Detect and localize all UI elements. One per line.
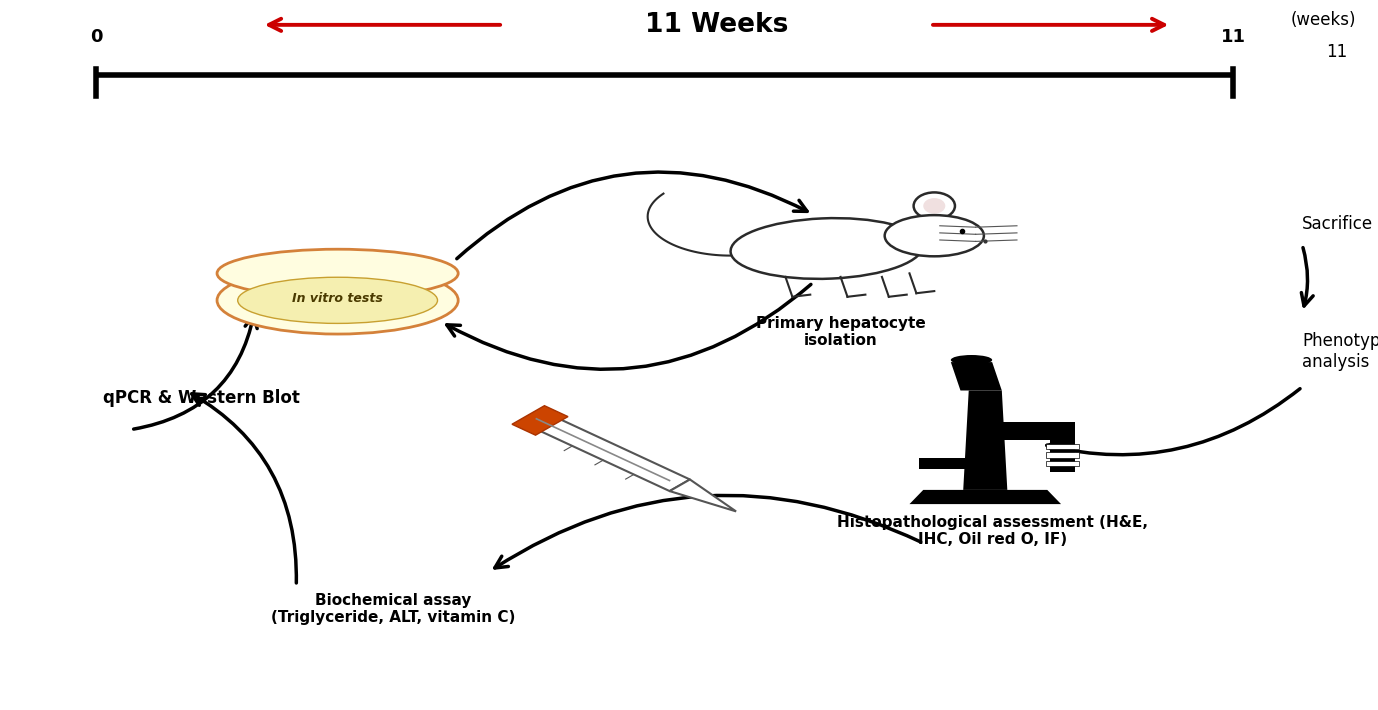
Polygon shape: [963, 391, 1007, 490]
Polygon shape: [919, 458, 1002, 469]
Text: In vitro tests: In vitro tests: [292, 292, 383, 305]
Polygon shape: [1050, 440, 1075, 472]
Text: (weeks): (weeks): [1290, 11, 1356, 28]
Ellipse shape: [730, 218, 923, 279]
Text: Sacrifice: Sacrifice: [1302, 214, 1374, 233]
Ellipse shape: [951, 355, 992, 365]
Polygon shape: [513, 405, 568, 435]
Text: Primary hepatocyte
isolation: Primary hepatocyte isolation: [755, 316, 926, 349]
Text: 11 Weeks: 11 Weeks: [645, 12, 788, 38]
Polygon shape: [951, 362, 1002, 391]
Polygon shape: [1046, 444, 1079, 449]
Text: 11: 11: [1221, 28, 1246, 46]
Ellipse shape: [238, 278, 438, 324]
Polygon shape: [1046, 461, 1079, 466]
Polygon shape: [1002, 422, 1075, 440]
Polygon shape: [909, 490, 1061, 504]
Text: 11: 11: [1326, 43, 1348, 60]
Text: Phenotypical
analysis: Phenotypical analysis: [1302, 332, 1378, 371]
Ellipse shape: [218, 249, 457, 297]
Text: qPCR & Western Blot: qPCR & Western Blot: [103, 388, 300, 407]
Text: 0: 0: [90, 28, 103, 46]
Polygon shape: [536, 417, 690, 491]
Ellipse shape: [914, 192, 955, 219]
Ellipse shape: [923, 198, 945, 214]
Ellipse shape: [218, 266, 457, 334]
Polygon shape: [1046, 452, 1079, 458]
Text: Histopathological assessment (H&E,
IHC, Oil red O, IF): Histopathological assessment (H&E, IHC, …: [836, 515, 1148, 547]
Ellipse shape: [885, 215, 984, 256]
Text: Biochemical assay
(Triglyceride, ALT, vitamin C): Biochemical assay (Triglyceride, ALT, vi…: [270, 593, 515, 626]
Polygon shape: [670, 479, 736, 511]
